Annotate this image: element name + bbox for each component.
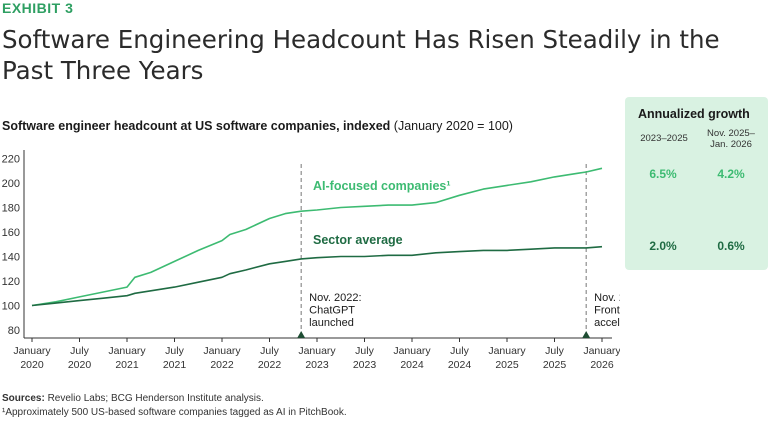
page-title: Software Engineering Headcount Has Risen… <box>2 25 720 85</box>
x-tick-label-year: 2025 <box>543 359 567 371</box>
annotation-text: Nov. 2025: <box>594 292 620 304</box>
x-tick-label-year: 2024 <box>448 359 472 371</box>
x-tick-label: January <box>108 345 146 357</box>
growth-col2-header: Nov. 2025– Jan. 2026 <box>707 128 755 150</box>
exhibit-label: EXHIBIT 3 <box>2 0 74 16</box>
x-tick-label: July <box>450 345 469 357</box>
x-tick-label: July <box>545 345 564 357</box>
y-tick-label: 200 <box>2 178 20 190</box>
x-tick-label: January <box>583 345 620 357</box>
x-tick-label-year: 2021 <box>115 359 139 371</box>
annualized-growth-panel: Annualized growth 2023–2025 Nov. 2025– J… <box>625 97 768 270</box>
x-tick-label-year: 2021 <box>163 359 187 371</box>
sector-average-series-line <box>31 245 603 307</box>
growth-sector-2023-2025: 2.0% <box>649 239 677 253</box>
annotation-marker <box>582 331 591 338</box>
chart-subtitle-bold: Software engineer headcount at US softwa… <box>2 119 391 133</box>
y-tick-label: 160 <box>2 227 20 239</box>
y-tick-label: 180 <box>2 203 20 215</box>
x-tick-label: July <box>165 345 184 357</box>
x-tick-label-year: 2020 <box>20 359 44 371</box>
x-tick-label: July <box>70 345 89 357</box>
annotation-marker <box>297 331 306 338</box>
y-tick-label: 120 <box>2 276 20 288</box>
x-tick-label: July <box>260 345 279 357</box>
y-tick-label: 140 <box>2 252 20 264</box>
x-tick-label-year: 2022 <box>210 359 234 371</box>
growth-sector-nov2025-jan2026: 0.6% <box>717 239 745 253</box>
x-tick-label-year: 2026 <box>590 359 614 371</box>
sources-text: Revelio Labs; BCG Henderson Institute an… <box>47 393 264 404</box>
line-chart: 80 100 120 140 160 180 200 220 January 2020 July 20… <box>2 150 620 371</box>
ai-focused-series-line <box>31 167 603 307</box>
growth-ai-2023-2025: 6.5% <box>649 167 677 181</box>
growth-col1-header: 2023–2025 <box>640 133 688 144</box>
x-tick-label-year: 2023 <box>305 359 329 371</box>
x-tick-label-year: 2025 <box>495 359 519 371</box>
x-tick-label-year: 2022 <box>258 359 282 371</box>
series-label-ai: AI-focused companies¹ <box>313 179 451 193</box>
chart-subtitle-light: (January 2020 = 100) <box>393 119 513 133</box>
chart-subtitle: Software engineer headcount at US softwa… <box>2 119 513 133</box>
x-tick-label: January <box>488 345 526 357</box>
series-label-sector: Sector average <box>313 233 403 247</box>
sources-line: Sources: Revelio Labs; BCG Henderson Ins… <box>2 392 347 406</box>
annotation-text: Nov. 2022: <box>309 292 361 304</box>
x-tick-label: January <box>298 345 336 357</box>
growth-panel-title: Annualized growth <box>638 107 750 121</box>
y-tick-label: 80 <box>8 325 20 337</box>
annotation-text: launched <box>309 317 354 329</box>
y-tick-label: 220 <box>2 154 20 166</box>
sources-note: Sources: Revelio Labs; BCG Henderson Ins… <box>2 392 347 420</box>
growth-ai-nov2025-jan2026: 4.2% <box>717 167 745 181</box>
footnote: ¹Approximately 500 US-based software com… <box>2 407 347 418</box>
annotation-text: ChatGPT <box>309 305 355 317</box>
x-tick-label-year: 2024 <box>400 359 424 371</box>
x-tick-label: January <box>203 345 241 357</box>
x-tick-label-year: 2023 <box>353 359 377 371</box>
y-tick-label: 100 <box>2 301 20 313</box>
sources-label: Sources: <box>2 393 45 404</box>
x-tick-label: January <box>13 345 51 357</box>
annotation-text: accelerated <box>594 317 620 329</box>
x-tick-label: July <box>355 345 374 357</box>
annotation-text: Frontier models <box>594 305 620 317</box>
x-tick-label: January <box>393 345 431 357</box>
x-tick-label-year: 2020 <box>68 359 92 371</box>
